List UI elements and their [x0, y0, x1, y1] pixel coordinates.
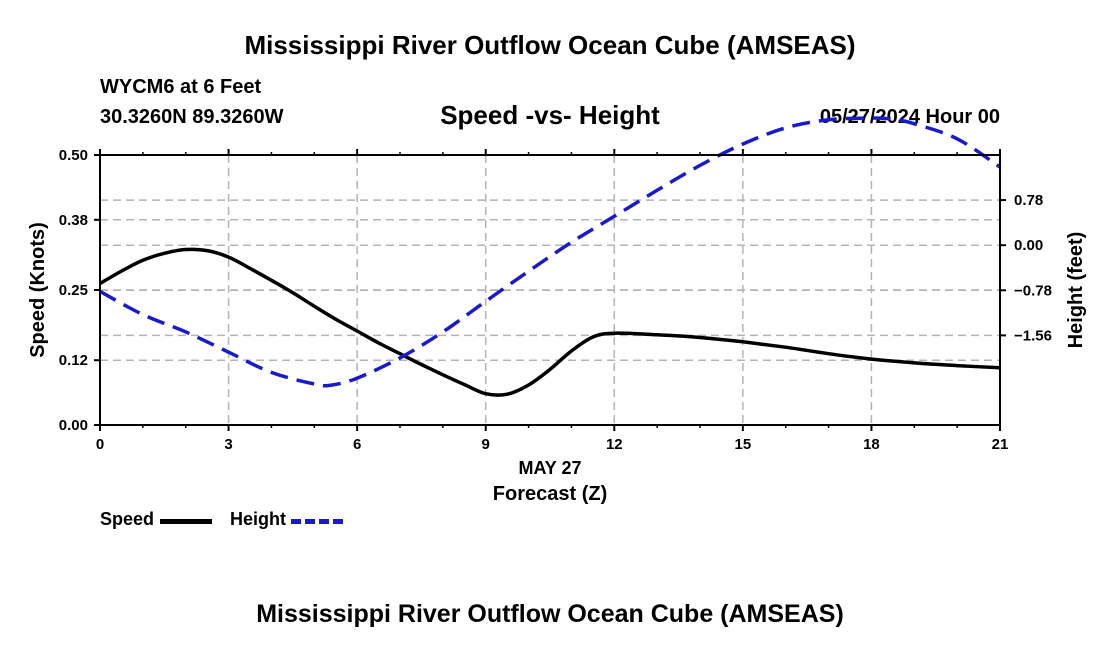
- chart-title: Speed -vs- Height: [440, 100, 660, 130]
- y-tick-label: 0.25: [59, 282, 88, 299]
- y2-tick-label: −0.78: [1014, 282, 1052, 299]
- x-tick-label: 21: [992, 436, 1009, 453]
- series-line-height: [99, 116, 1001, 388]
- forecast-datetime: 05/27/2024 Hour 00: [819, 106, 1000, 128]
- grid-lines: [100, 155, 1000, 425]
- y-tick-label: 0.00: [59, 417, 88, 434]
- footer-title: Mississippi River Outflow Ocean Cube (AM…: [256, 600, 844, 628]
- x-date-label: MAY 27: [518, 458, 581, 478]
- series-line-speed: [99, 247, 1001, 397]
- x-tick-label: 12: [606, 436, 623, 453]
- page-title: Mississippi River Outflow Ocean Cube (AM…: [244, 30, 856, 60]
- legend-speed-label: Speed: [100, 509, 155, 529]
- legend-speed-swatch: [160, 519, 212, 524]
- y2-tick-label: −1.56: [1014, 327, 1052, 344]
- series-lines: [99, 116, 1001, 397]
- x-tick-label: 9: [482, 436, 490, 453]
- y-tick-label: 0.38: [59, 212, 88, 229]
- legend-height-swatch: [291, 519, 343, 524]
- x-tick-label: 0: [96, 436, 104, 453]
- x-tick-label: 18: [863, 436, 880, 453]
- y-tick-label: 0.50: [59, 147, 88, 164]
- station-label: WYCM6 at 6 Feet: [100, 76, 262, 98]
- x-axis-label: Forecast (Z): [493, 483, 607, 505]
- axis-tick-labels: 0 3 6 9 12 15 18 21 0.00 0.12 0.25 0.38 0.50 −1.56 −0.…: [59, 147, 1052, 453]
- y-tick-label: 0.12: [59, 352, 88, 369]
- y2-tick-label: 0.00: [1014, 237, 1043, 254]
- station-coordinates: 30.3260N 89.3260W: [100, 106, 284, 128]
- x-tick-label: 15: [735, 436, 752, 453]
- legend-height-label: Height: [230, 509, 286, 529]
- y2-axis-label: Height (feet): [1065, 232, 1087, 349]
- y2-tick-label: 0.78: [1014, 192, 1043, 209]
- axis-ticks: [94, 149, 1006, 431]
- x-tick-label: 6: [353, 436, 361, 453]
- x-tick-label: 3: [224, 436, 232, 453]
- y-axis-label: Speed (Knots): [27, 222, 49, 358]
